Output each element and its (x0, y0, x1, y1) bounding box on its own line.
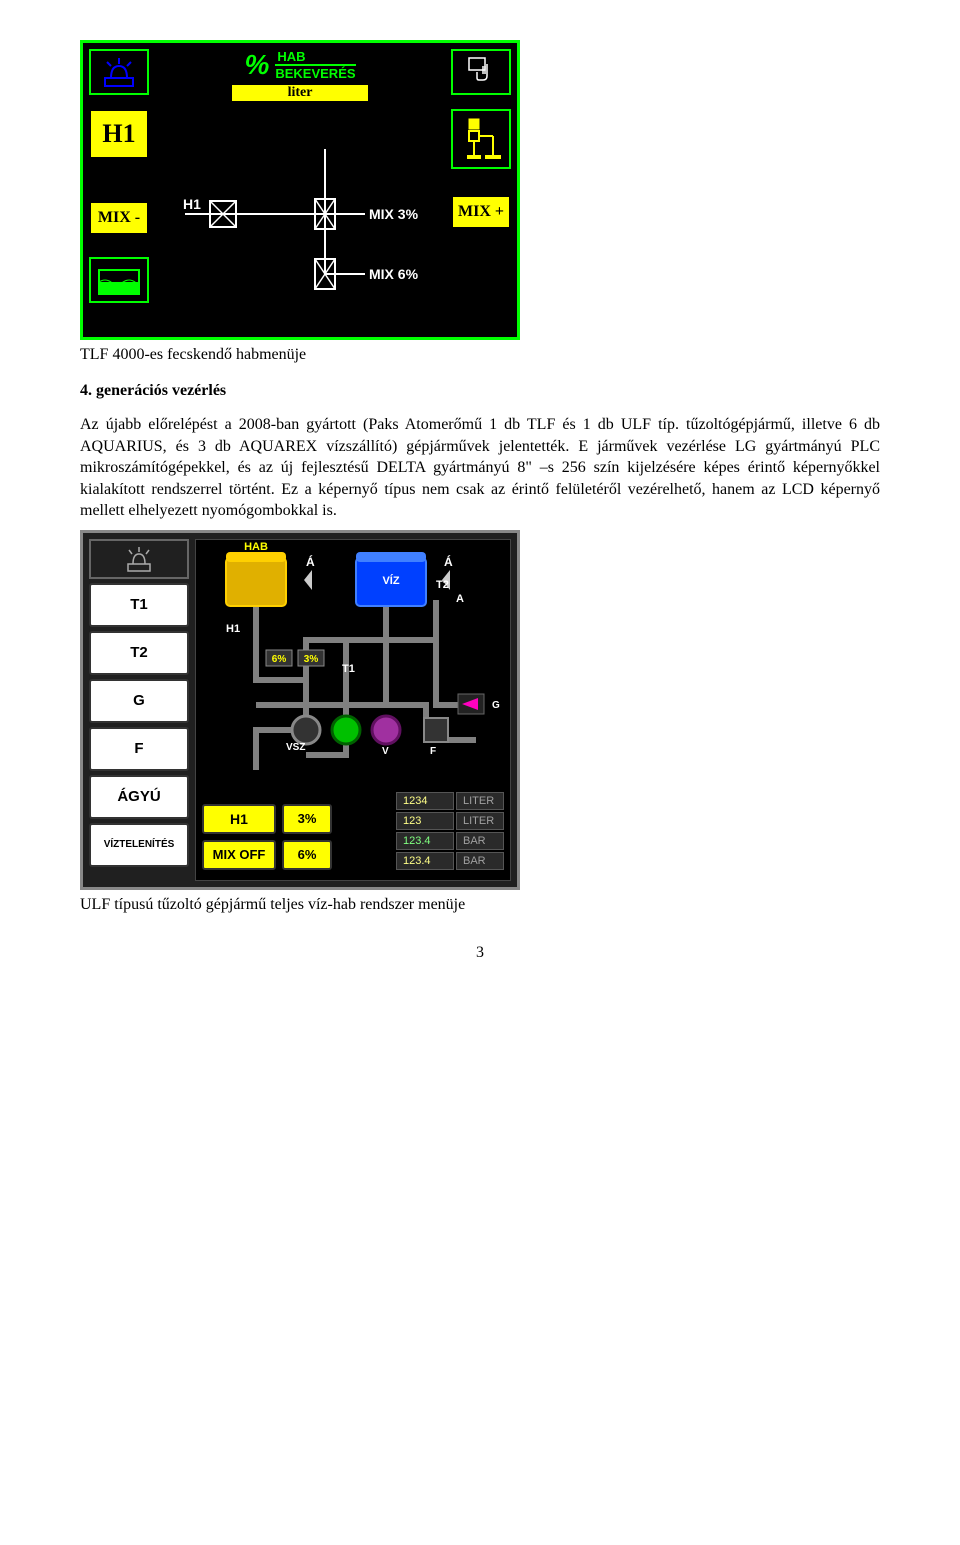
h1-button[interactable]: H1 (89, 109, 149, 159)
status-panel: 1234 LITER 123 LITER 123.4 BAR 123.4 BAR (396, 792, 504, 870)
svg-text:3%: 3% (304, 654, 319, 665)
arrow-a1: Á (306, 554, 315, 569)
status-unit-1: LITER (456, 812, 504, 830)
screen1-top-row: % HAB BEKEVERÉS liter (89, 49, 511, 103)
mix6-label: MIX 6% (369, 266, 419, 282)
bottom-h1-button[interactable]: H1 (202, 804, 276, 834)
status-value-2: 123.4 (396, 832, 454, 850)
screen1-body: H1 MIX - (89, 109, 511, 329)
caption-1: TLF 4000-es fecskendő habmenüje (80, 346, 880, 364)
t1-button[interactable]: T1 (89, 583, 189, 627)
bottom-mixoff-button[interactable]: MIX OFF (202, 840, 276, 870)
mix3-label: MIX 3% (369, 206, 419, 222)
screen1-hmi: % HAB BEKEVERÉS liter H1 MIX - (80, 40, 520, 340)
hand-touch-icon[interactable] (451, 49, 511, 95)
svg-text:F: F (430, 746, 436, 757)
percent-symbol: % (244, 49, 269, 81)
section-heading: 4. generációs vezérlés (80, 382, 880, 400)
t2-button[interactable]: T2 (89, 631, 189, 675)
screen2-hmi: T1 T2 G F ÁGYÚ VÍZTELENÍTÉS HAB (80, 530, 520, 890)
tower-icon[interactable] (451, 109, 511, 169)
schematic2-h1: H1 (226, 623, 240, 635)
g-button[interactable]: G (89, 679, 189, 723)
svg-text:VSZ: VSZ (286, 742, 305, 753)
screen2-left-column: T1 T2 G F ÁGYÚ VÍZTELENÍTÉS (89, 539, 189, 881)
body-paragraph: Az újabb előrelépést a 2008-ban gyártott… (80, 414, 880, 522)
mix-minus-button[interactable]: MIX - (89, 201, 149, 235)
viztelenites-button[interactable]: VÍZTELENÍTÉS (89, 823, 189, 867)
liter-readout-button[interactable]: liter (230, 83, 370, 103)
status-value-1: 123 (396, 812, 454, 830)
viz-tank-label: VÍZ (382, 574, 399, 587)
tank-icon[interactable] (89, 257, 149, 303)
page-number: 3 (80, 944, 880, 962)
svg-text:A: A (456, 593, 464, 605)
arrow-a2: Á (444, 554, 453, 569)
status-unit-3: BAR (456, 852, 504, 870)
status-value-0: 1234 (396, 792, 454, 810)
hab-tank-label: HAB (244, 541, 268, 553)
screen2-diagram: HAB VÍZ Á Á T2 A H1 T1 6% 3% VSZ (195, 539, 511, 881)
bottom-3pct-button[interactable]: 3% (282, 804, 332, 834)
bekeveres-label: BEKEVERÉS (275, 66, 355, 81)
schematic2-t1: T1 (342, 663, 355, 675)
screen1-diagram: H1 MIX 3% MIX 6% (155, 109, 511, 329)
hab-label: HAB (275, 49, 355, 66)
alarm-icon[interactable] (89, 49, 149, 95)
agyu-button[interactable]: ÁGYÚ (89, 775, 189, 819)
screen1-left-column: H1 MIX - (89, 109, 149, 329)
mix-plus-button[interactable]: MIX + (451, 195, 511, 229)
f-button[interactable]: F (89, 727, 189, 771)
bottom-6pct-button[interactable]: 6% (282, 840, 332, 870)
caption-2: ULF típusú tűzoltó gépjármű teljes víz-h… (80, 896, 880, 914)
svg-text:6%: 6% (272, 654, 287, 665)
svg-text:V: V (382, 746, 389, 757)
svg-text:T2: T2 (436, 579, 449, 591)
svg-text:G: G (492, 700, 500, 711)
schematic-h1-label: H1 (183, 196, 201, 212)
status-value-3: 123.4 (396, 852, 454, 870)
status-unit-0: LITER (456, 792, 504, 810)
alarm-icon-2[interactable] (89, 539, 189, 579)
status-unit-2: BAR (456, 832, 504, 850)
